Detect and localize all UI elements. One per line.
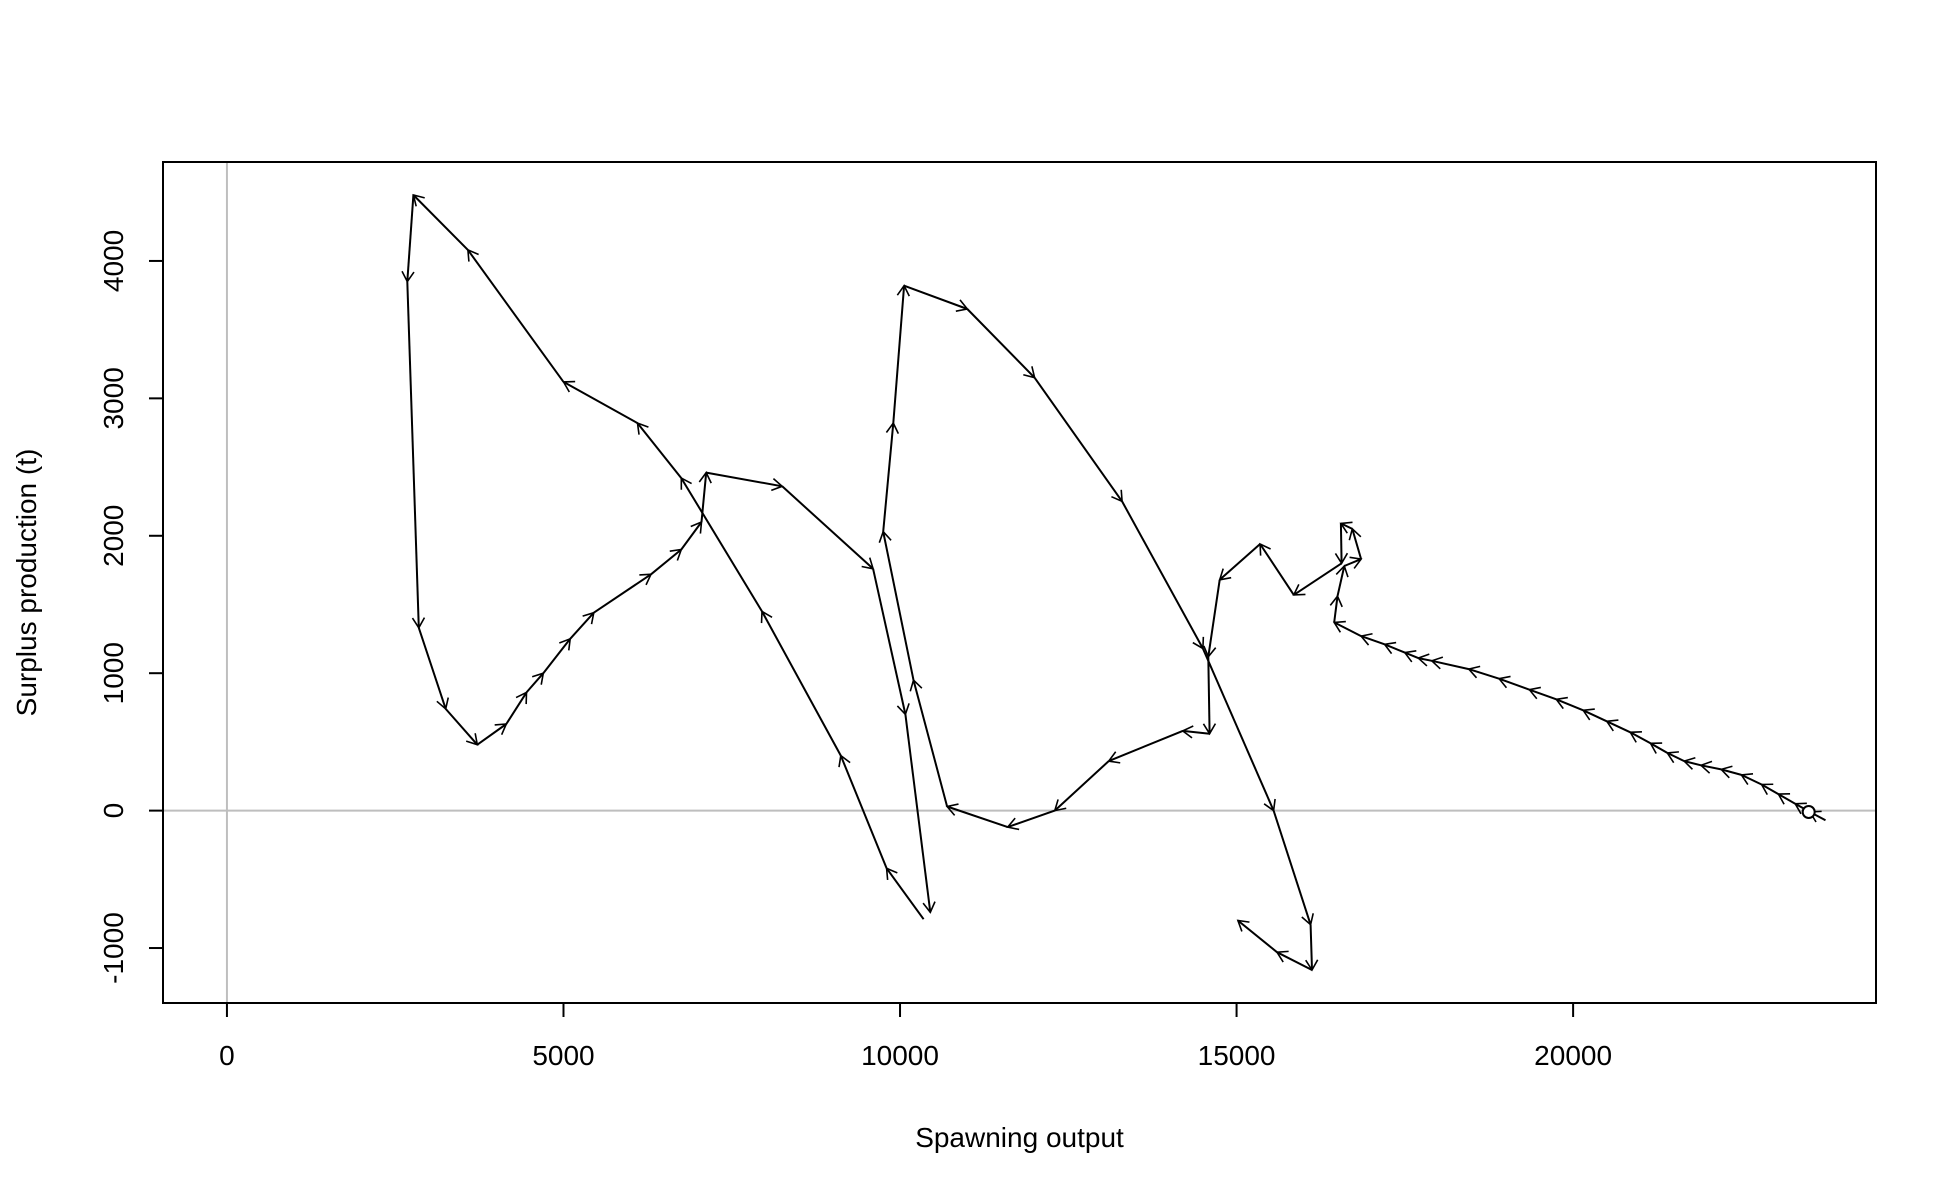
y-tick-label: 1000 [98, 642, 129, 704]
trajectory-segment [412, 193, 469, 251]
trajectory-segment [1236, 919, 1278, 953]
y-tick-label: 4000 [98, 230, 129, 292]
trajectory-segment [1053, 760, 1110, 812]
reference-lines [163, 162, 1876, 1003]
trajectory-segment [1383, 641, 1406, 655]
trajectory-segment [562, 380, 638, 424]
trajectory-segment [505, 691, 528, 725]
trajectory-segment [1682, 756, 1702, 770]
x-tick-label: 5000 [532, 1040, 594, 1071]
trajectory-segment [1403, 650, 1419, 663]
trajectory-segment [1359, 632, 1385, 646]
trajectory-segment [476, 723, 508, 746]
y-tick-label: 0 [98, 803, 129, 819]
trajectory-segment [781, 485, 875, 570]
trajectory-segment [1121, 500, 1205, 650]
trajectory-segment [1581, 708, 1608, 723]
trajectory-segment [1554, 696, 1584, 712]
trajectory-segment [706, 471, 784, 492]
trajectory-segment [1033, 377, 1123, 503]
trajectory-segment [892, 284, 911, 424]
trajectory-segment [1467, 665, 1500, 680]
trajectory-segment [466, 248, 565, 383]
trajectory-segment [945, 803, 1009, 829]
trajectory-segment [406, 281, 426, 630]
trajectory-segment [1719, 765, 1742, 779]
trajectory-segment [650, 548, 683, 576]
trajectory-segment [903, 284, 969, 312]
y-axis-title: Surplus production (t) [11, 449, 42, 717]
trajectory-segment [1343, 556, 1363, 569]
trajectory-segment [872, 568, 910, 716]
trajectory-segment [1181, 725, 1210, 739]
trajectory-segment [401, 194, 415, 284]
x-axis-title: Spawning output [915, 1122, 1124, 1153]
x-axis: 0 5000 10000 15000 20000 [219, 1002, 1612, 1071]
trajectory-segment [1201, 648, 1276, 813]
trajectory-segment [1006, 809, 1056, 831]
trajectory-segment [1339, 521, 1353, 534]
trajectory-segment [909, 678, 949, 807]
trajectory-segment [636, 421, 683, 479]
trajectory-segment [525, 672, 545, 694]
trajectory-segment [1777, 793, 1796, 805]
trajectory-segment [1218, 543, 1261, 581]
end-point-marker [1801, 804, 1816, 819]
trajectory-segment [680, 520, 703, 551]
trajectory-segment [1628, 731, 1651, 745]
trajectory-segment [444, 708, 479, 746]
trajectory-segment [1739, 772, 1763, 786]
trajectory-segment [1649, 742, 1668, 754]
x-tick-label: 20000 [1534, 1040, 1612, 1071]
trajectory-segment [966, 308, 1036, 379]
y-axis: -1000 0 1000 2000 3000 4000 [98, 230, 164, 984]
trajectory-segment [569, 611, 595, 640]
trajectory-segment [1605, 719, 1631, 734]
y-tick-label: 2000 [98, 505, 129, 567]
trajectory-segment [1334, 523, 1349, 565]
trajectory-segment [1760, 783, 1779, 796]
trajectory-segment [1665, 751, 1685, 764]
trajectory-segment [1292, 562, 1343, 596]
y-tick-label: 3000 [98, 367, 129, 429]
trajectory-segment [1332, 620, 1362, 637]
trajectory-segment [1305, 924, 1319, 972]
trajectory-segment [698, 471, 712, 523]
trajectory-segment [882, 421, 900, 532]
trajectory-segment [1329, 594, 1343, 623]
trajectory-segment [1259, 542, 1295, 596]
trajectory-segment [542, 637, 572, 674]
x-tick-label: 10000 [861, 1040, 939, 1071]
trajectory-segment [838, 754, 888, 869]
trajectory-segment [1272, 810, 1315, 927]
trajectory-segment [1202, 656, 1217, 736]
trajectory-layer [401, 193, 1826, 972]
trajectory-segment [878, 530, 915, 681]
trajectory-segment [1416, 653, 1432, 667]
trajectory-segment [885, 867, 925, 920]
plot-frame [162, 161, 1877, 1004]
trajectory-segment [1275, 950, 1313, 971]
trajectory-segment [680, 476, 763, 612]
trajectory-segment [593, 573, 653, 614]
trajectory-segment [1107, 729, 1184, 764]
trajectory-segment [1699, 760, 1722, 774]
trajectory-segment [904, 714, 936, 914]
y-tick-label: -1000 [98, 912, 129, 984]
x-tick-label: 0 [219, 1040, 235, 1071]
trajectory-segment [417, 627, 450, 711]
trajectory-segment [1348, 527, 1363, 560]
trajectory-segment [1335, 564, 1349, 597]
trajectory-segment [1203, 579, 1221, 659]
trajectory-segment [760, 610, 842, 757]
trajectory-segment [1527, 686, 1557, 701]
trajectory-segment [1430, 656, 1470, 671]
trajectory-segment [1497, 675, 1530, 691]
x-tick-label: 15000 [1198, 1040, 1276, 1071]
